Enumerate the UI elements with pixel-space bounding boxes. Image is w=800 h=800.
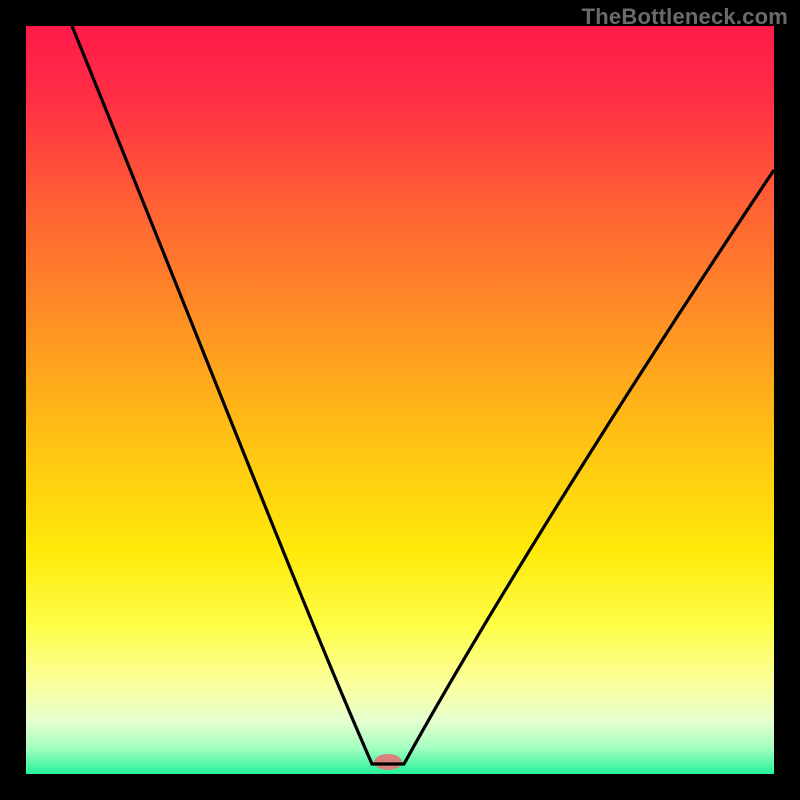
- watermark-label: TheBottleneck.com: [582, 4, 788, 30]
- plot-background: [26, 26, 774, 774]
- bottleneck-chart: [0, 0, 800, 800]
- valley-marker-icon: [374, 754, 402, 770]
- chart-container: TheBottleneck.com: [0, 0, 800, 800]
